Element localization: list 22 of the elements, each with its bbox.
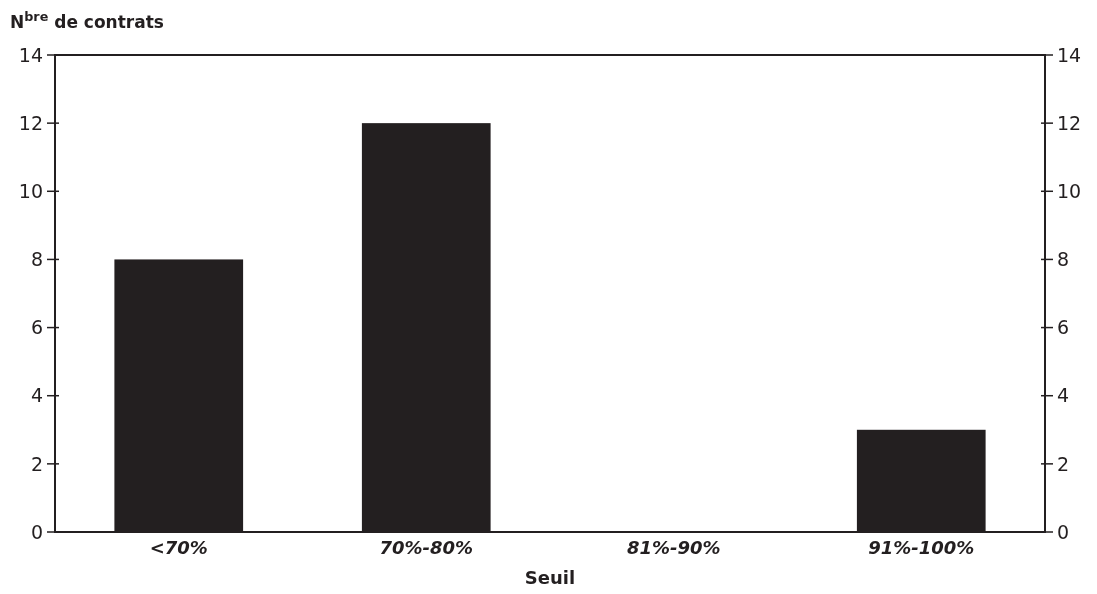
y-tick-label: 8 xyxy=(30,248,43,271)
y2-tick-label: 4 xyxy=(1057,384,1070,407)
x-tick-label: 91%-100% xyxy=(868,537,975,558)
y-axis-title: N$^{bre}$ de contrats xyxy=(10,8,164,32)
y-tick-label: 2 xyxy=(30,452,43,475)
y2-tick-label: 10 xyxy=(1057,179,1082,202)
y-tick-label: 4 xyxy=(30,384,43,407)
y-tick-label: 14 xyxy=(18,43,43,66)
y2-tick-label: 12 xyxy=(1057,111,1082,134)
x-tick-label: <70% xyxy=(149,537,208,558)
y2-tick-label: 6 xyxy=(1057,316,1070,339)
y2-tick-label: 8 xyxy=(1057,248,1070,271)
y-tick-label: 0 xyxy=(30,520,43,543)
y-tick-label: 12 xyxy=(18,111,43,134)
y2-tick-label: 14 xyxy=(1057,43,1082,66)
y2-tick-label: 0 xyxy=(1057,520,1070,543)
y2-tick-label: 2 xyxy=(1057,452,1070,475)
y-tick-label: 10 xyxy=(18,179,43,202)
x-axis-title: Seuil xyxy=(524,567,576,588)
x-tick-label: 81%-90% xyxy=(626,537,721,558)
x-tick-label: 70%-80% xyxy=(379,537,474,558)
y-tick-label: 6 xyxy=(30,316,43,339)
